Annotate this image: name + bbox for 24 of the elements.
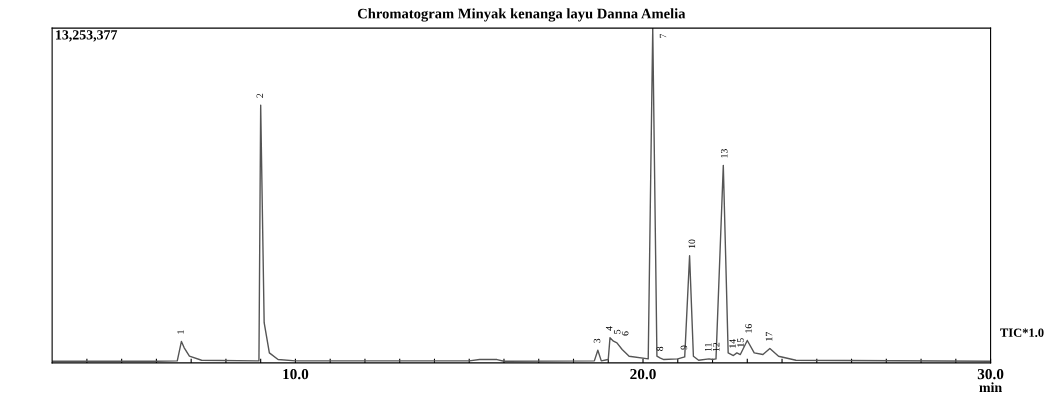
annotation: 6 (621, 331, 629, 336)
annotation: 1 (177, 330, 184, 334)
text: TIC*1.0 (1000, 328, 1044, 337)
annotation: 13,253,377 (56, 30, 118, 42)
x-tick-label: 30.0 (977, 368, 1004, 380)
annotation: 15 (737, 338, 744, 347)
annotation: 7 (659, 33, 667, 38)
annotation: 17 (765, 332, 773, 341)
x-tick-label: 10.0 (283, 368, 309, 380)
annotation: 10 (688, 239, 696, 248)
x-tick-label: 20.0 (630, 368, 656, 380)
annotation: 3 (593, 338, 601, 343)
annotation: 13 (720, 149, 728, 158)
annotation: 12 (712, 342, 720, 352)
annotation: 8 (656, 346, 664, 351)
annotation: 5 (613, 329, 621, 334)
x-axis-title: min (979, 382, 1002, 392)
annotation: 16 (745, 324, 752, 333)
chart-title: Chromatogram Minyak kenanga layu Danna Amelia (357, 8, 686, 22)
annotation: 11 (704, 343, 712, 352)
annotation: 9 (680, 345, 688, 350)
annotation: 4 (605, 326, 613, 331)
annotation: 14 (729, 339, 736, 348)
annotation: 2 (256, 93, 264, 98)
